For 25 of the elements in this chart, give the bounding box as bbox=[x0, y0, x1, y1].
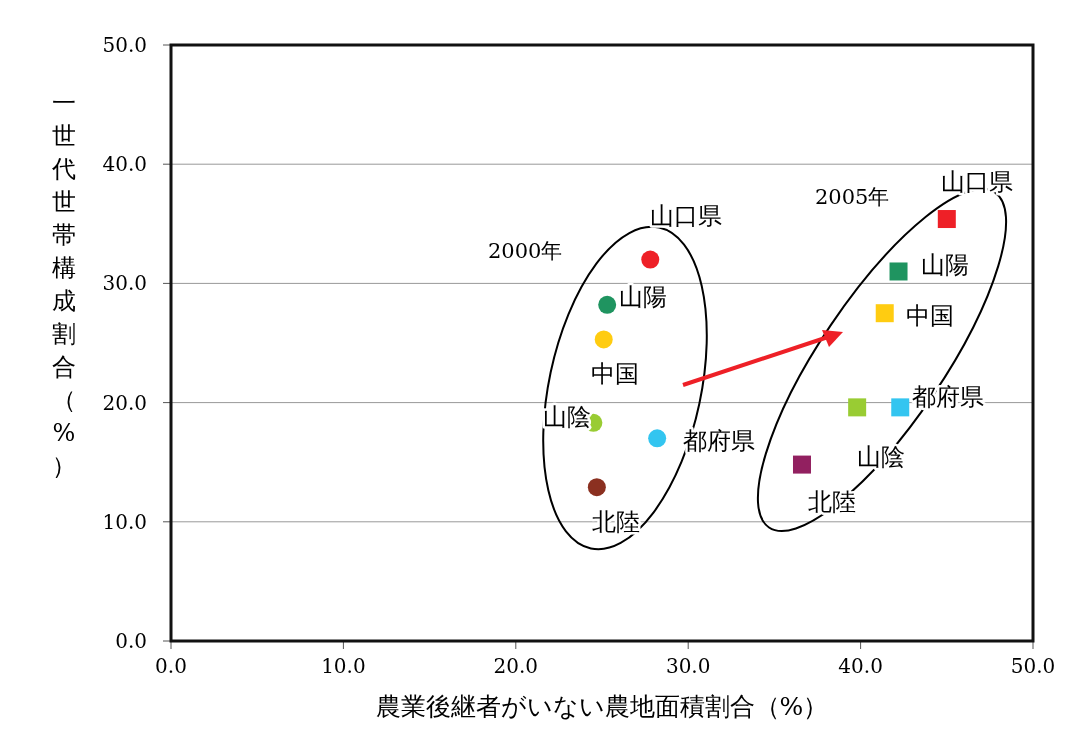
x-tick-label: 20.0 bbox=[493, 654, 539, 678]
series-label: 山陰 bbox=[857, 443, 906, 472]
x-tick-label: 50.0 bbox=[1010, 654, 1056, 678]
y-tick-label: 20.0 bbox=[102, 390, 147, 415]
annotation: 2000年 bbox=[488, 239, 563, 263]
series-label: 山口県 bbox=[650, 201, 723, 230]
text: 一世代世帯構成割合（%） bbox=[52, 88, 76, 480]
annotation: 2005年 bbox=[815, 185, 890, 209]
series-label: 山口県 bbox=[940, 168, 1013, 197]
y-tick-label: 40.0 bbox=[102, 152, 147, 177]
x-tick-label: 40.0 bbox=[838, 654, 883, 678]
series-label: 山陽 bbox=[619, 282, 668, 311]
series-label: 中国 bbox=[590, 360, 639, 389]
x-tick-label: 30.0 bbox=[665, 654, 711, 678]
y-tick-label: 10.0 bbox=[102, 509, 147, 534]
y-tick-label: 50.0 bbox=[102, 33, 147, 57]
y-tick-label: 30.0 bbox=[102, 271, 147, 296]
series-label: 山陽 bbox=[920, 251, 969, 280]
x-tick-label: 0.0 bbox=[155, 654, 187, 678]
series-label: 中国 bbox=[905, 302, 954, 331]
x-tick-label: 10.0 bbox=[321, 654, 366, 678]
x-axis-title: 農業後継者がいない農地面積割合（%） bbox=[375, 692, 829, 721]
series-label: 山陰 bbox=[543, 402, 592, 431]
y-tick-label: 0.0 bbox=[115, 629, 147, 653]
series-label: 北陸 bbox=[591, 508, 640, 537]
